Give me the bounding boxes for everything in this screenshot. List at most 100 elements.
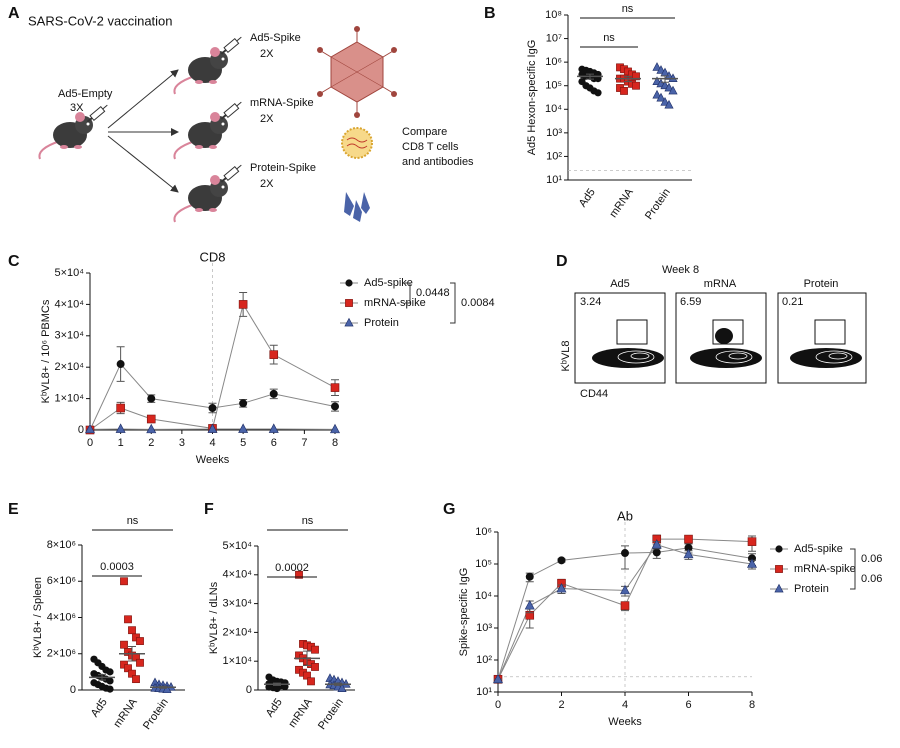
x-tick-label: 0 [495,699,501,711]
data-point [128,627,135,634]
schematic: SARS-CoV-2 vaccination Ad5-Empty 3X Ad5-… [28,13,474,222]
panel-label: A [8,5,20,22]
category-label: Ad5 [89,697,110,720]
chart-title: Ab [617,508,633,523]
data-point [147,415,155,423]
y-tick-label: 8×10⁶ [47,539,76,551]
x-tick-label: 1 [118,437,124,449]
comparison-label: 0.0448 [416,287,450,299]
x-tick-label: 4 [209,437,215,449]
legend-swatch [345,279,352,286]
boost-label: Ad5-Spike [250,32,301,44]
flow-panel: Week 8 Ad5 mRNA Protein 3.24 6.59 [560,264,866,400]
category-label: mRNA [607,186,636,220]
boost-doses: 2X [260,113,274,125]
data-point [748,538,756,546]
x-tick-label: 2 [558,699,564,711]
category-label: Ad5 [577,187,598,210]
adenovirus-icon [317,26,397,118]
data-point [307,678,314,685]
y-tick-label: 10⁶ [475,526,492,538]
flow-plot: 0.21 [778,293,866,383]
y-tick-label: 0 [70,684,76,696]
data-point [311,663,318,670]
y-tick-label: 2×10⁴ [222,626,252,638]
y-tick-label: 1×10⁴ [54,393,84,405]
y-tick-label: 10¹ [476,686,492,698]
data-point [269,424,278,433]
x-tick-label: 6 [271,437,277,449]
legend-swatch [345,318,353,326]
flow-group: Ad5 [610,278,630,290]
y-tick-label: 10⁴ [475,590,492,602]
category-label: mRNA [111,696,140,730]
data-point [621,602,629,610]
x-tick-label: 3 [179,437,185,449]
arrow [108,136,178,192]
data-point [620,87,627,94]
boost-doses: 2X [260,48,274,60]
mouse-icon [174,175,228,222]
data-point [632,82,639,89]
flow-title: Week 8 [662,264,699,276]
data-point [117,404,125,412]
x-tick-label: 5 [240,437,246,449]
legend-swatch [775,545,782,552]
y-tick-label: 10¹ [546,174,562,186]
y-tick-label: 10⁵ [475,558,492,570]
x-axis-label: Weeks [196,454,230,466]
y-tick-label: 5×10⁴ [222,540,252,552]
boost-doses: 2X [260,178,274,190]
comparison-label: 0.06 [861,573,882,585]
flow-percent: 3.24 [580,296,601,308]
legend-swatch [345,299,352,306]
y-tick-label: 10⁷ [546,32,562,44]
panel-label: G [443,501,455,518]
data-point [120,578,127,585]
legend-label: Protein [794,583,829,595]
data-point [117,360,125,368]
x-axis-label: Weeks [608,716,642,728]
boost-label: Protein-Spike [250,162,316,174]
syringe-icon [219,163,243,184]
readout-text: CD8 T cells [402,141,459,153]
data-point [116,424,125,433]
comparison-label: 0.0003 [100,561,134,573]
comparison-label: 0.0084 [461,297,495,309]
y-axis-label: Spike-specific IgG [458,568,470,657]
flow-xlabel: CD44 [580,388,608,400]
data-point [270,351,278,359]
category-label: Protein [316,697,346,732]
syringe-icon [219,35,243,56]
data-point [331,384,339,392]
data-point [136,659,143,666]
x-tick-label: 7 [301,437,307,449]
y-tick-label: 3×10⁴ [222,598,252,610]
y-tick-label: 6×10⁶ [47,575,76,587]
comparison-label: 0.0002 [275,562,309,574]
y-tick-label: 1×10⁴ [222,655,252,667]
data-point [273,685,280,692]
mouse-icon [174,47,228,94]
data-point [311,646,318,653]
flow-group: Protein [804,278,839,290]
flow-plot: 3.24 [575,293,665,383]
legend-swatch [775,565,782,572]
lnp-icon [342,128,372,158]
data-point [147,424,156,433]
comparison-label: ns [603,32,615,44]
prime-doses: 3X [70,102,84,114]
category-label: Protein [643,187,673,222]
y-tick-label: 10⁶ [545,56,562,68]
data-point [120,641,127,648]
data-point [106,685,113,692]
y-tick-label: 0 [78,424,84,436]
mouse-icon [39,112,93,159]
flow-ylabel: KᵇVL8 [560,340,572,371]
y-axis-label: KᵇVL8+ / dLNs [208,581,220,654]
syringe-icon [85,103,109,124]
data-point [526,573,534,581]
x-tick-label: 0 [87,437,93,449]
y-tick-label: 10⁸ [545,9,562,21]
